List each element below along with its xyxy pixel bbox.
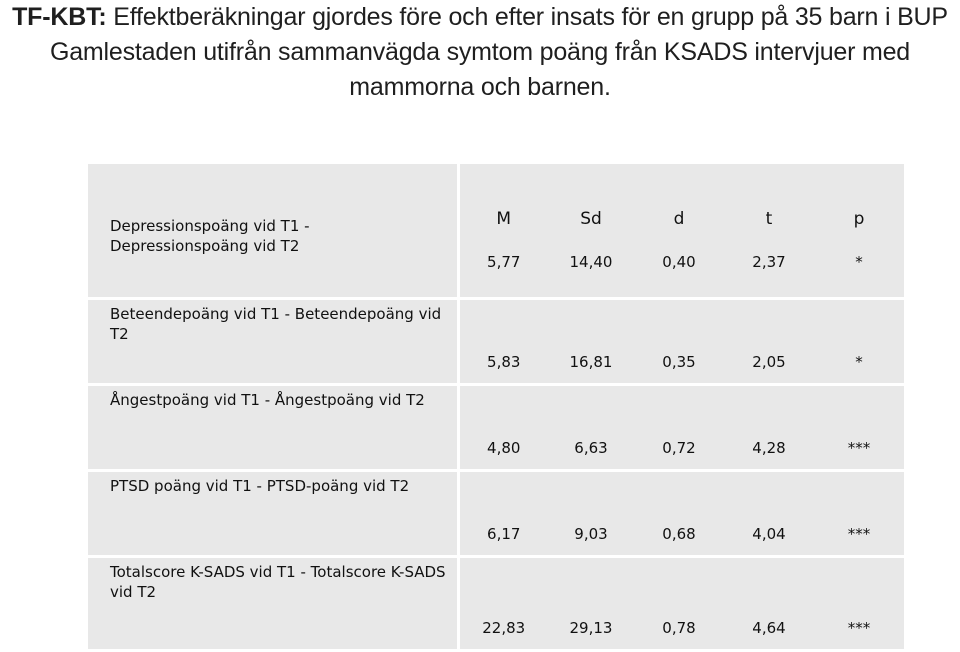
column-header-sd: Sd [580, 208, 602, 229]
value-cell-sd: Sd 14,40 [548, 164, 634, 300]
value-d: 0,72 [634, 384, 724, 472]
value-m: 6,17 [458, 470, 548, 558]
table-row: Beteendepoäng vid T1 - Beteendepoäng vid… [88, 298, 904, 386]
column-header-m: M [496, 208, 512, 229]
value-t: 2,05 [724, 298, 814, 386]
value-cell-t: t 2,37 [724, 164, 814, 300]
row-label: PTSD poäng vid T1 - PTSD-poäng vid T2 [88, 470, 460, 558]
value-p: *** [814, 384, 904, 472]
slide-heading: TF-KBT: Effektberäkningar gjordes före o… [0, 0, 960, 105]
value-d: 0,78 [634, 556, 724, 652]
value-p: *** [814, 556, 904, 652]
table-row: Depressionspoäng vid T1 - Depressionspoä… [88, 164, 904, 300]
row-label: Depressionspoäng vid T1 - Depressionspoä… [88, 164, 460, 300]
value-sd: 14,40 [569, 252, 613, 271]
heading-lead: TF-KBT: [12, 3, 107, 31]
value-t: 4,04 [724, 470, 814, 558]
column-header-d: d [673, 208, 685, 229]
table-row: Totalscore K-SADS vid T1 - Totalscore K-… [88, 556, 904, 652]
row-label: Totalscore K-SADS vid T1 - Totalscore K-… [88, 556, 460, 652]
value-m: 5,77 [487, 252, 521, 271]
column-header-t: t [765, 208, 773, 229]
heading-text: Effektberäkningar gjordes före och efter… [49, 3, 948, 101]
value-sd: 16,81 [548, 298, 634, 386]
value-m: 22,83 [458, 556, 548, 652]
table-row: PTSD poäng vid T1 - PTSD-poäng vid T2 6,… [88, 470, 904, 558]
value-p: * [814, 298, 904, 386]
value-d: 0,35 [634, 298, 724, 386]
value-cell-d: d 0,40 [634, 164, 724, 300]
table-row: Ångestpoäng vid T1 - Ångestpoäng vid T2 … [88, 384, 904, 472]
column-header-p: p [853, 208, 865, 229]
value-cell-p: p * [814, 164, 904, 300]
value-sd: 9,03 [548, 470, 634, 558]
value-m: 5,83 [458, 298, 548, 386]
value-t: 4,64 [724, 556, 814, 652]
row-label: Ångestpoäng vid T1 - Ångestpoäng vid T2 [88, 384, 460, 472]
value-d: 0,68 [634, 470, 724, 558]
value-d: 0,40 [662, 252, 696, 271]
value-p: * [855, 252, 863, 271]
value-t: 2,37 [752, 252, 786, 271]
results-table: Depressionspoäng vid T1 - Depressionspoä… [88, 164, 904, 652]
value-p: *** [814, 470, 904, 558]
value-t: 4,28 [724, 384, 814, 472]
value-m: 4,80 [458, 384, 548, 472]
value-sd: 6,63 [548, 384, 634, 472]
row-label: Beteendepoäng vid T1 - Beteendepoäng vid… [88, 298, 460, 386]
value-sd: 29,13 [548, 556, 634, 652]
value-cell-m: M 5,77 [458, 164, 548, 300]
